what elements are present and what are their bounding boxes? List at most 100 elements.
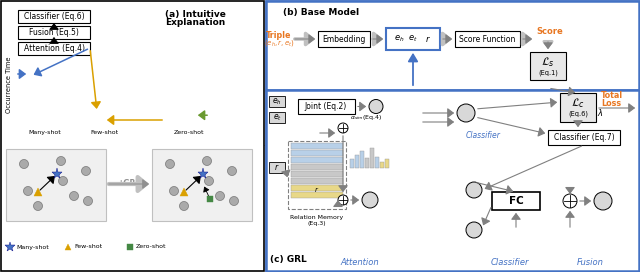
Text: (c) GRL: (c) GRL: [270, 255, 307, 264]
FancyBboxPatch shape: [380, 162, 384, 168]
FancyBboxPatch shape: [548, 130, 620, 145]
Circle shape: [58, 177, 67, 186]
Text: Joint (Eq.2): Joint (Eq.2): [305, 102, 347, 111]
Circle shape: [216, 191, 225, 200]
Circle shape: [166, 159, 175, 168]
FancyBboxPatch shape: [266, 90, 639, 271]
Text: $r$: $r$: [425, 34, 431, 44]
Text: $\alpha_{sim}$(Eq.4): $\alpha_{sim}$(Eq.4): [350, 113, 382, 122]
Circle shape: [56, 156, 65, 165]
Text: Relation Memory: Relation Memory: [291, 215, 344, 220]
Circle shape: [227, 166, 237, 175]
Text: Score: Score: [536, 27, 563, 36]
FancyBboxPatch shape: [291, 164, 343, 170]
Text: $e_h$: $e_h$: [272, 96, 282, 107]
Circle shape: [202, 156, 211, 165]
Circle shape: [466, 182, 482, 198]
Text: Few-shot: Few-shot: [90, 130, 118, 135]
Circle shape: [19, 159, 29, 168]
Text: $e_h$: $e_h$: [394, 34, 404, 44]
Text: +GRL: +GRL: [117, 180, 141, 188]
Text: $e_t$: $e_t$: [273, 112, 282, 123]
FancyBboxPatch shape: [291, 171, 343, 177]
Circle shape: [179, 202, 189, 211]
Text: $r_{ms}$: $r_{ms}$: [461, 109, 472, 118]
Circle shape: [338, 195, 348, 205]
FancyBboxPatch shape: [291, 143, 343, 149]
Text: $r$: $r$: [274, 162, 280, 172]
FancyBboxPatch shape: [152, 149, 252, 221]
Text: $e_t$: $e_t$: [408, 34, 418, 44]
Text: FC: FC: [509, 196, 524, 206]
FancyBboxPatch shape: [350, 159, 354, 168]
Text: Many-shot: Many-shot: [16, 245, 49, 249]
Text: (Eq.6): (Eq.6): [568, 111, 588, 117]
FancyBboxPatch shape: [269, 96, 285, 107]
FancyBboxPatch shape: [269, 162, 285, 173]
FancyBboxPatch shape: [291, 192, 343, 198]
Text: Embedding: Embedding: [323, 35, 365, 44]
FancyBboxPatch shape: [18, 10, 90, 23]
FancyBboxPatch shape: [266, 1, 639, 271]
FancyBboxPatch shape: [6, 149, 106, 221]
Text: Classifier: Classifier: [466, 131, 501, 140]
Circle shape: [70, 191, 79, 200]
FancyBboxPatch shape: [291, 178, 343, 184]
FancyBboxPatch shape: [370, 148, 374, 168]
FancyBboxPatch shape: [318, 31, 370, 47]
Text: Occurrence Time: Occurrence Time: [6, 57, 12, 113]
Circle shape: [338, 123, 348, 133]
FancyBboxPatch shape: [291, 157, 343, 163]
Text: Zero-shot: Zero-shot: [136, 245, 166, 249]
FancyBboxPatch shape: [298, 99, 355, 114]
Text: Loss: Loss: [601, 98, 621, 107]
Text: Fusion: Fusion: [577, 258, 604, 267]
FancyBboxPatch shape: [355, 155, 359, 168]
Text: (Eq.1): (Eq.1): [538, 70, 558, 76]
Text: (Eq.3): (Eq.3): [308, 221, 326, 226]
Text: Total: Total: [601, 91, 623, 100]
Circle shape: [81, 166, 90, 175]
FancyBboxPatch shape: [360, 151, 364, 168]
Circle shape: [205, 177, 214, 186]
FancyBboxPatch shape: [560, 93, 596, 122]
Text: Zero-shot: Zero-shot: [174, 130, 205, 135]
Text: $p_f$: $p_f$: [470, 186, 478, 194]
Text: $\mathcal{L}_c$: $\mathcal{L}_c$: [571, 96, 585, 110]
Text: $\mathcal{L}_s$: $\mathcal{L}_s$: [541, 55, 555, 69]
Circle shape: [563, 194, 577, 208]
Text: Many-shot: Many-shot: [28, 130, 61, 135]
Circle shape: [83, 196, 93, 206]
Text: $j$: $j$: [374, 100, 378, 113]
FancyBboxPatch shape: [291, 185, 343, 191]
Circle shape: [466, 222, 482, 238]
Text: $rk$: $rk$: [365, 196, 374, 205]
Text: Triple: Triple: [266, 30, 292, 39]
Circle shape: [369, 100, 383, 113]
Text: Classifier (Eq.6): Classifier (Eq.6): [24, 12, 84, 21]
FancyBboxPatch shape: [365, 158, 369, 168]
FancyBboxPatch shape: [1, 1, 264, 271]
Text: $\lambda$: $\lambda$: [596, 107, 604, 119]
FancyBboxPatch shape: [385, 159, 389, 168]
FancyBboxPatch shape: [530, 52, 566, 80]
Circle shape: [33, 202, 42, 211]
FancyBboxPatch shape: [18, 42, 90, 55]
Text: (a) Intuitive: (a) Intuitive: [164, 10, 225, 19]
Text: Attention (Eq.4): Attention (Eq.4): [24, 44, 84, 53]
Text: Classifier: Classifier: [491, 258, 529, 267]
FancyBboxPatch shape: [18, 26, 90, 39]
Text: Few-shot: Few-shot: [74, 245, 102, 249]
FancyBboxPatch shape: [492, 192, 540, 210]
FancyBboxPatch shape: [288, 141, 346, 209]
Text: Fusion (Eq.5): Fusion (Eq.5): [29, 28, 79, 37]
Circle shape: [230, 196, 239, 206]
Circle shape: [457, 104, 475, 122]
Text: Score Function: Score Function: [459, 35, 515, 44]
FancyBboxPatch shape: [455, 31, 520, 47]
Text: Explanation: Explanation: [165, 18, 225, 27]
Text: $f$: $f$: [600, 196, 606, 206]
Circle shape: [170, 187, 179, 196]
Circle shape: [362, 192, 378, 208]
Text: $(e_h, r, e_t)$: $(e_h, r, e_t)$: [264, 38, 294, 48]
